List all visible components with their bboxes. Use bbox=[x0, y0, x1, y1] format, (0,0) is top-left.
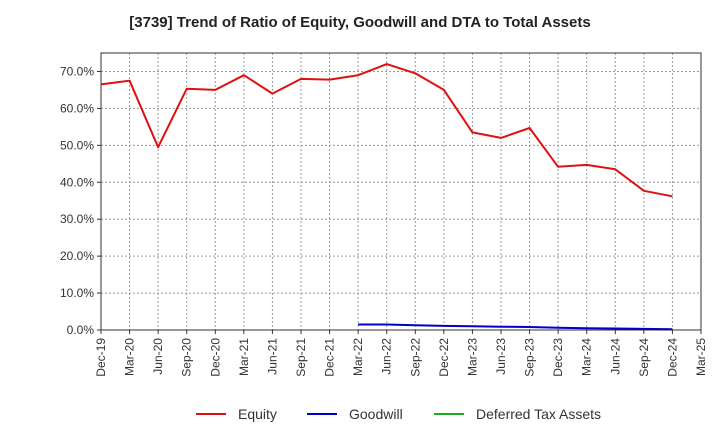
x-tick-label: Jun-23 bbox=[494, 338, 508, 375]
x-tick-label: Dec-19 bbox=[94, 338, 108, 377]
legend-label: Deferred Tax Assets bbox=[476, 406, 601, 422]
legend-label: Equity bbox=[238, 406, 277, 422]
x-tick-label: Dec-20 bbox=[208, 338, 222, 377]
y-tick-label: 60.0% bbox=[60, 101, 94, 115]
x-tick-label: Jun-22 bbox=[380, 338, 394, 375]
x-tick-label: Dec-22 bbox=[437, 338, 451, 377]
x-tick-label: Sep-23 bbox=[523, 338, 537, 377]
y-tick-label: 20.0% bbox=[60, 249, 94, 263]
x-tick-label: Sep-24 bbox=[637, 338, 651, 377]
x-tick-label: Sep-20 bbox=[180, 338, 194, 377]
y-tick-label: 40.0% bbox=[60, 175, 94, 189]
plot-frame bbox=[100, 52, 702, 331]
series-line-equity bbox=[100, 63, 673, 198]
x-tick-label: Dec-24 bbox=[665, 338, 679, 377]
x-tick-label: Mar-25 bbox=[694, 338, 708, 376]
y-tick-label: 30.0% bbox=[60, 212, 94, 226]
y-tick-label: 70.0% bbox=[60, 64, 94, 78]
x-tick-label: Jun-24 bbox=[608, 338, 622, 375]
x-tick-label: Jun-21 bbox=[265, 338, 279, 375]
x-tick-label: Mar-23 bbox=[465, 338, 479, 376]
series-line-goodwill bbox=[358, 323, 673, 331]
legend-label: Goodwill bbox=[349, 406, 403, 422]
x-tick-label: Dec-21 bbox=[323, 338, 337, 377]
x-tick-label: Dec-23 bbox=[551, 338, 565, 377]
x-tick-label: Mar-22 bbox=[351, 338, 365, 376]
x-tick-label: Mar-20 bbox=[123, 338, 137, 376]
y-tick-label: 0.0% bbox=[67, 323, 95, 337]
chart-title: [3739] Trend of Ratio of Equity, Goodwil… bbox=[129, 14, 591, 31]
x-tick-label: Sep-22 bbox=[408, 338, 422, 377]
y-tick-label: 50.0% bbox=[60, 138, 94, 152]
x-tick-label: Sep-21 bbox=[294, 338, 308, 377]
x-tick-label: Mar-24 bbox=[580, 338, 594, 376]
x-tick-label: Mar-21 bbox=[237, 338, 251, 376]
x-tick-label: Jun-20 bbox=[151, 338, 165, 375]
y-tick-label: 10.0% bbox=[60, 286, 94, 300]
